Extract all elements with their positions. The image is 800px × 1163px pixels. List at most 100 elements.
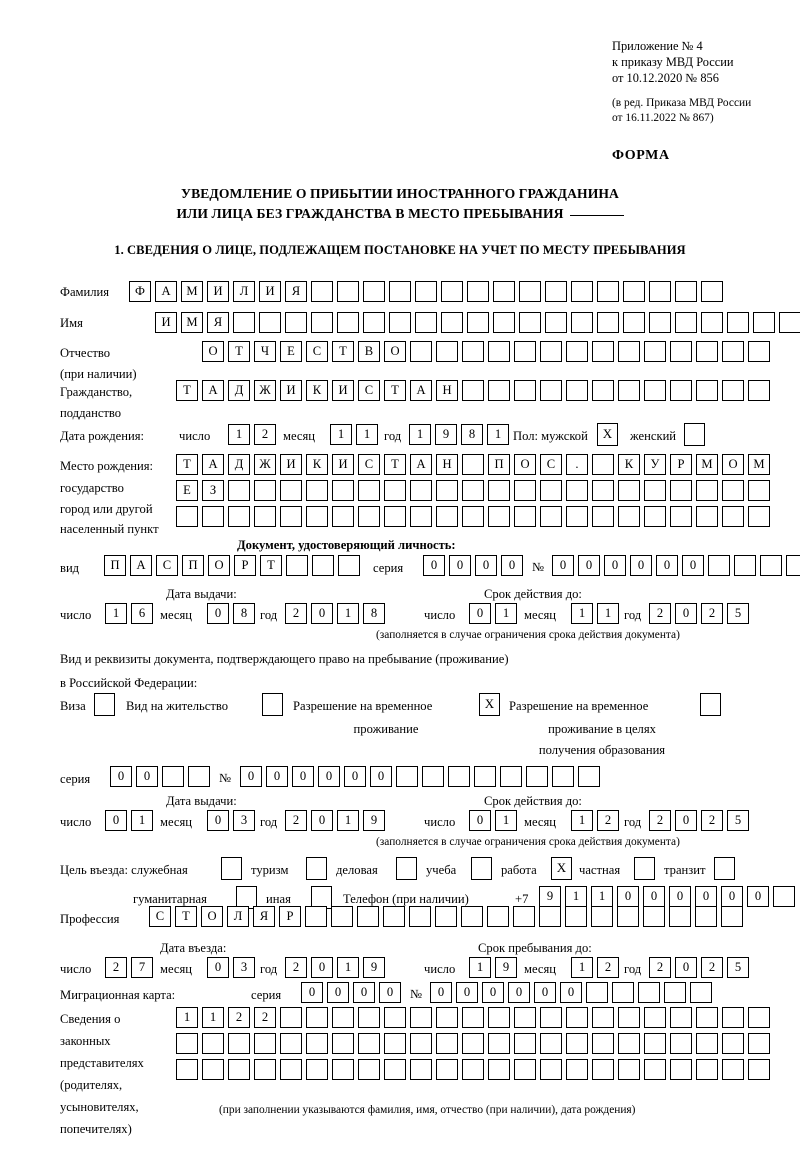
- char-cell[interactable]: [592, 1007, 614, 1028]
- char-cell[interactable]: Ч: [254, 341, 276, 362]
- char-cell[interactable]: [488, 1059, 510, 1080]
- char-cell[interactable]: [779, 312, 800, 333]
- char-cell[interactable]: 9: [495, 957, 517, 978]
- char-cell[interactable]: [623, 281, 645, 302]
- char-cell[interactable]: [332, 1059, 354, 1080]
- char-cell[interactable]: [748, 1007, 770, 1028]
- char-cell[interactable]: [540, 341, 562, 362]
- char-cell[interactable]: [618, 506, 640, 527]
- char-cell[interactable]: [669, 906, 691, 927]
- char-cell[interactable]: [618, 1059, 640, 1080]
- char-cell[interactable]: [176, 1059, 198, 1080]
- char-cell[interactable]: [670, 480, 692, 501]
- char-cell[interactable]: [644, 1059, 666, 1080]
- char-cell[interactable]: [539, 906, 561, 927]
- char-cell[interactable]: 2: [285, 957, 307, 978]
- char-cell[interactable]: 1: [571, 810, 593, 831]
- char-cell[interactable]: [592, 341, 614, 362]
- char-cell[interactable]: [202, 1059, 224, 1080]
- char-cell[interactable]: [176, 1033, 198, 1054]
- char-cell[interactable]: [721, 906, 743, 927]
- char-cell[interactable]: 0: [675, 603, 697, 624]
- char-cell[interactable]: [708, 555, 730, 576]
- char-cell[interactable]: 0: [318, 766, 340, 787]
- char-cell[interactable]: .: [566, 454, 588, 475]
- char-cell[interactable]: [488, 380, 510, 401]
- char-cell[interactable]: [358, 506, 380, 527]
- char-cell[interactable]: [436, 1007, 458, 1028]
- char-cell[interactable]: [384, 1007, 406, 1028]
- char-cell[interactable]: И: [280, 454, 302, 475]
- char-cell[interactable]: [526, 766, 548, 787]
- char-cell[interactable]: 2: [701, 810, 723, 831]
- char-cell[interactable]: [727, 312, 749, 333]
- char-cell[interactable]: 8: [363, 603, 385, 624]
- char-cell[interactable]: [306, 1059, 328, 1080]
- char-cell[interactable]: [696, 341, 718, 362]
- char-cell[interactable]: [618, 480, 640, 501]
- char-cell[interactable]: [760, 555, 782, 576]
- char-cell[interactable]: [540, 1059, 562, 1080]
- char-cell[interactable]: 1: [571, 957, 593, 978]
- char-cell[interactable]: [254, 1033, 276, 1054]
- char-cell[interactable]: 0: [449, 555, 471, 576]
- char-cell[interactable]: [280, 1033, 302, 1054]
- char-cell[interactable]: И: [332, 454, 354, 475]
- purpose-tourism-checkbox[interactable]: [306, 857, 327, 880]
- char-cell[interactable]: [644, 1007, 666, 1028]
- char-cell[interactable]: 0: [721, 886, 743, 907]
- char-cell[interactable]: [690, 982, 712, 1003]
- char-cell[interactable]: 0: [136, 766, 158, 787]
- purpose-study-checkbox[interactable]: [471, 857, 492, 880]
- char-cell[interactable]: [389, 312, 411, 333]
- char-cell[interactable]: 1: [337, 810, 359, 831]
- char-cell[interactable]: [592, 454, 614, 475]
- char-cell[interactable]: [306, 1007, 328, 1028]
- char-cell[interactable]: [441, 281, 463, 302]
- char-cell[interactable]: [722, 1059, 744, 1080]
- char-cell[interactable]: И: [259, 281, 281, 302]
- char-cell[interactable]: 0: [560, 982, 582, 1003]
- char-cell[interactable]: [286, 555, 308, 576]
- char-cell[interactable]: Ж: [254, 454, 276, 475]
- char-cell[interactable]: [578, 766, 600, 787]
- char-cell[interactable]: [670, 1007, 692, 1028]
- char-cell[interactable]: [734, 555, 756, 576]
- char-cell[interactable]: 0: [469, 810, 491, 831]
- char-cell[interactable]: [280, 1007, 302, 1028]
- char-cell[interactable]: 0: [311, 810, 333, 831]
- char-cell[interactable]: Я: [253, 906, 275, 927]
- char-cell[interactable]: [643, 906, 665, 927]
- char-cell[interactable]: [441, 312, 463, 333]
- char-cell[interactable]: [467, 312, 489, 333]
- char-cell[interactable]: А: [155, 281, 177, 302]
- char-cell[interactable]: 0: [534, 982, 556, 1003]
- char-cell[interactable]: [618, 341, 640, 362]
- char-cell[interactable]: [396, 766, 418, 787]
- char-cell[interactable]: [435, 906, 457, 927]
- char-cell[interactable]: Р: [670, 454, 692, 475]
- char-cell[interactable]: М: [748, 454, 770, 475]
- char-cell[interactable]: Я: [207, 312, 229, 333]
- char-cell[interactable]: [670, 506, 692, 527]
- char-cell[interactable]: 0: [695, 886, 717, 907]
- char-cell[interactable]: 1: [495, 810, 517, 831]
- char-cell[interactable]: Т: [176, 454, 198, 475]
- char-cell[interactable]: [254, 506, 276, 527]
- char-cell[interactable]: [384, 1059, 406, 1080]
- char-cell[interactable]: 9: [539, 886, 561, 907]
- temp-education-checkbox[interactable]: [700, 693, 721, 716]
- char-cell[interactable]: [571, 281, 593, 302]
- char-cell[interactable]: [188, 766, 210, 787]
- char-cell[interactable]: 0: [482, 982, 504, 1003]
- char-cell[interactable]: 6: [131, 603, 153, 624]
- char-cell[interactable]: [462, 454, 484, 475]
- char-cell[interactable]: 0: [240, 766, 262, 787]
